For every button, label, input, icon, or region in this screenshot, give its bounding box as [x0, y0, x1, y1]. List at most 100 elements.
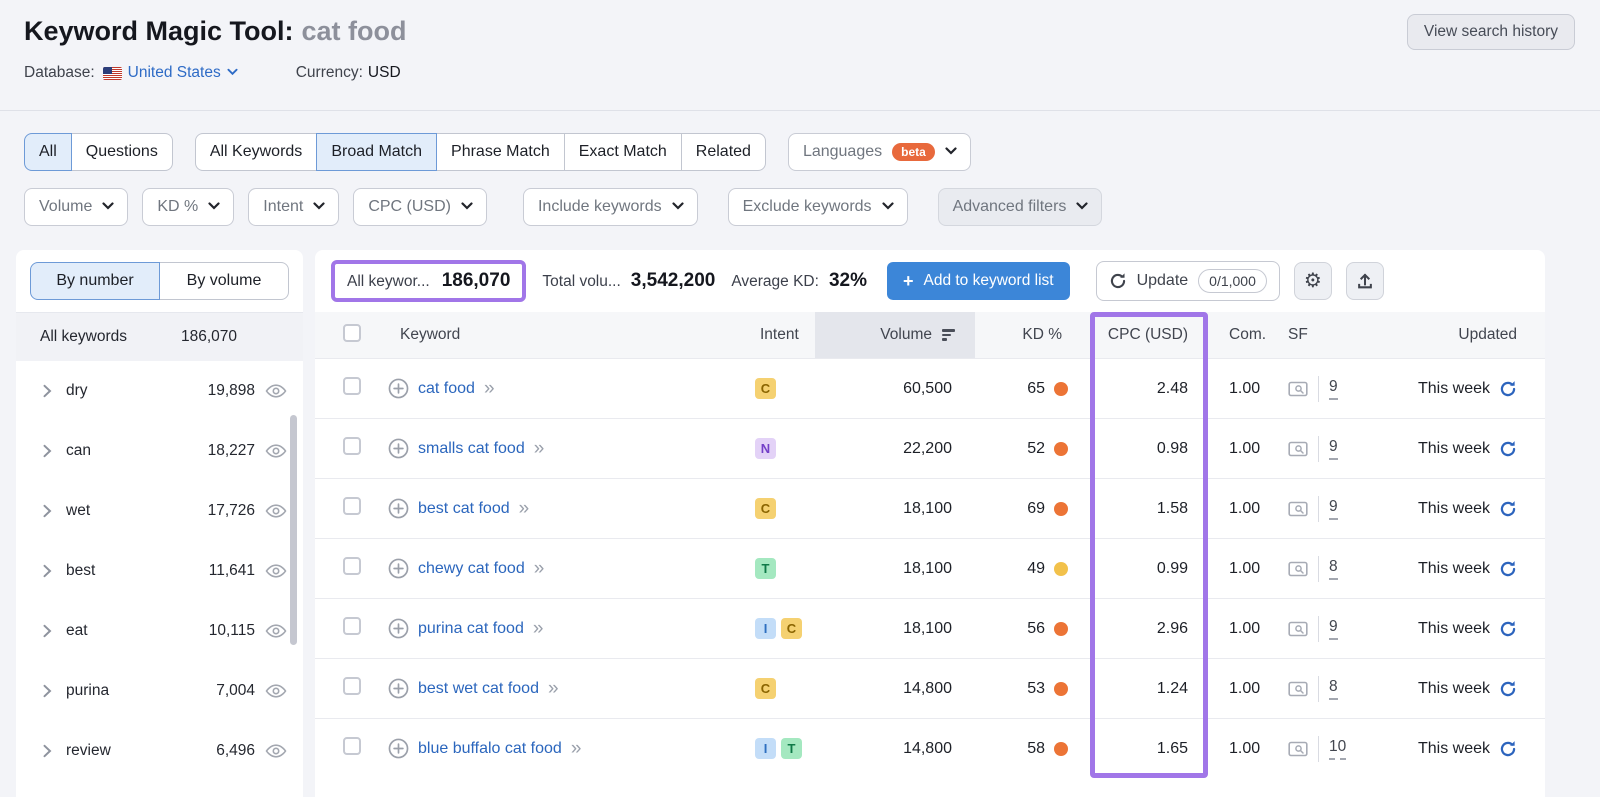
column-header-keyword[interactable]: Keyword — [400, 326, 461, 343]
row-checkbox[interactable] — [343, 377, 361, 395]
database-selector[interactable]: United States — [102, 64, 238, 82]
kd-value: 69 — [1027, 499, 1045, 517]
column-header-volume[interactable]: Volume — [815, 312, 975, 358]
refresh-icon[interactable] — [1499, 740, 1517, 758]
row-checkbox[interactable] — [343, 497, 361, 515]
keyword-link[interactable]: cat food — [418, 379, 475, 397]
keyword-groups-sidebar: By number By volume All keywords 186,070 … — [16, 250, 303, 797]
filter-dropdown-include-keywords[interactable]: Include keywords — [522, 188, 698, 226]
double-chevron-icon[interactable]: » — [547, 678, 559, 699]
filter-dropdown-volume[interactable]: Volume — [24, 188, 129, 226]
group-count: 11,641 — [208, 562, 255, 579]
keyword-group-purina[interactable]: purina 7,004 — [16, 661, 303, 721]
add-keyword-icon[interactable] — [388, 498, 409, 519]
keyword-group-best[interactable]: best 11,641 — [16, 541, 303, 601]
column-header-kd[interactable]: KD % — [1022, 326, 1062, 343]
group-label: dry — [66, 382, 88, 399]
eye-icon[interactable] — [265, 563, 287, 579]
tab-exact-match[interactable]: Exact Match — [563, 133, 682, 171]
eye-icon[interactable] — [265, 683, 287, 699]
sf-count[interactable]: 9 — [1329, 498, 1338, 520]
keyword-link[interactable]: best wet cat food — [418, 679, 539, 697]
sf-count[interactable]: 9 — [1329, 618, 1338, 640]
refresh-icon[interactable] — [1499, 500, 1517, 518]
chevron-right-icon — [43, 384, 52, 398]
tab-all-keywords[interactable]: All Keywords — [194, 133, 318, 171]
sf-count[interactable]: 9 — [1329, 438, 1338, 460]
sf-count[interactable]: 8 — [1329, 678, 1338, 700]
filter-dropdown-cpc-usd-[interactable]: CPC (USD) — [353, 188, 487, 226]
tab-questions[interactable]: Questions — [70, 133, 173, 171]
keyword-link[interactable]: chewy cat food — [418, 559, 525, 577]
settings-button[interactable]: ⚙ — [1293, 262, 1332, 300]
languages-dropdown[interactable]: Languages beta — [787, 133, 971, 171]
add-keyword-icon[interactable] — [388, 738, 409, 759]
tab-related[interactable]: Related — [680, 133, 766, 171]
column-header-sf[interactable]: SF — [1288, 326, 1308, 343]
keyword-link[interactable]: smalls cat food — [418, 439, 525, 457]
keyword-group-review[interactable]: review 6,496 — [16, 721, 303, 781]
double-chevron-icon[interactable]: » — [533, 438, 545, 459]
add-keyword-icon[interactable] — [388, 558, 409, 579]
row-checkbox[interactable] — [343, 617, 361, 635]
tab-all[interactable]: All — [24, 133, 72, 171]
eye-icon[interactable] — [265, 503, 287, 519]
add-keyword-icon[interactable] — [388, 678, 409, 699]
volume-value: 22,200 — [903, 439, 952, 457]
average-kd-stat: Average KD: 32% — [731, 270, 867, 292]
sidebar-scrollbar[interactable] — [290, 415, 297, 645]
double-chevron-icon[interactable]: » — [570, 738, 582, 759]
tab-phrase-match[interactable]: Phrase Match — [436, 133, 565, 171]
keyword-group-wet[interactable]: wet 17,726 — [16, 481, 303, 541]
column-header-com[interactable]: Com. — [1229, 326, 1267, 343]
add-keyword-icon[interactable] — [388, 618, 409, 639]
kd-value: 65 — [1027, 379, 1045, 397]
sf-count[interactable]: 10 — [1329, 738, 1347, 760]
sf-count[interactable]: 8 — [1329, 558, 1338, 580]
double-chevron-icon[interactable]: » — [533, 558, 545, 579]
keyword-group-eat[interactable]: eat 10,115 — [16, 601, 303, 661]
update-button[interactable]: Update 0/1,000 — [1095, 261, 1280, 301]
all-keywords-group[interactable]: All keywords 186,070 — [16, 313, 303, 361]
toggle-option-by-number[interactable]: By number — [30, 262, 160, 300]
eye-icon[interactable] — [265, 623, 287, 639]
group-label: wet — [66, 502, 91, 519]
add-keyword-icon[interactable] — [388, 438, 409, 459]
eye-icon[interactable] — [265, 443, 287, 459]
column-header-intent[interactable]: Intent — [760, 326, 799, 343]
filter-dropdown-intent[interactable]: Intent — [248, 188, 340, 226]
double-chevron-icon[interactable]: » — [483, 378, 495, 399]
row-checkbox[interactable] — [343, 557, 361, 575]
keyword-group-dry[interactable]: dry 19,898 — [16, 361, 303, 421]
keyword-link[interactable]: best cat food — [418, 499, 510, 517]
keyword-group-can[interactable]: can 18,227 — [16, 421, 303, 481]
keyword-link[interactable]: blue buffalo cat food — [418, 739, 562, 757]
double-chevron-icon[interactable]: » — [532, 618, 544, 639]
refresh-icon[interactable] — [1499, 620, 1517, 638]
select-all-checkbox[interactable] — [343, 323, 361, 342]
filter-dropdown-kd-[interactable]: KD % — [142, 188, 235, 226]
refresh-icon[interactable] — [1499, 440, 1517, 458]
refresh-icon[interactable] — [1499, 560, 1517, 578]
advanced-filters-dropdown[interactable]: Advanced filters — [937, 188, 1103, 226]
tab-broad-match[interactable]: Broad Match — [316, 133, 438, 171]
eye-icon[interactable] — [265, 383, 287, 399]
volume-value: 14,800 — [903, 739, 952, 757]
refresh-icon[interactable] — [1499, 380, 1517, 398]
add-to-keyword-list-button[interactable]: + Add to keyword list — [886, 262, 1070, 300]
column-header-updated[interactable]: Updated — [1458, 326, 1517, 343]
toggle-option-by-volume[interactable]: By volume — [159, 262, 289, 300]
export-button[interactable] — [1345, 262, 1384, 300]
eye-icon[interactable] — [265, 743, 287, 759]
double-chevron-icon[interactable]: » — [518, 498, 530, 519]
row-checkbox[interactable] — [343, 677, 361, 695]
view-search-history-button[interactable]: View search history — [1406, 14, 1575, 50]
keyword-link[interactable]: purina cat food — [418, 619, 524, 637]
filter-dropdown-exclude-keywords[interactable]: Exclude keywords — [727, 188, 908, 226]
refresh-icon[interactable] — [1499, 680, 1517, 698]
row-checkbox[interactable] — [343, 437, 361, 455]
sf-count[interactable]: 9 — [1329, 378, 1338, 400]
add-keyword-icon[interactable] — [388, 378, 409, 399]
row-checkbox[interactable] — [343, 737, 361, 755]
column-header-cpc[interactable]: CPC (USD) — [1107, 326, 1188, 343]
